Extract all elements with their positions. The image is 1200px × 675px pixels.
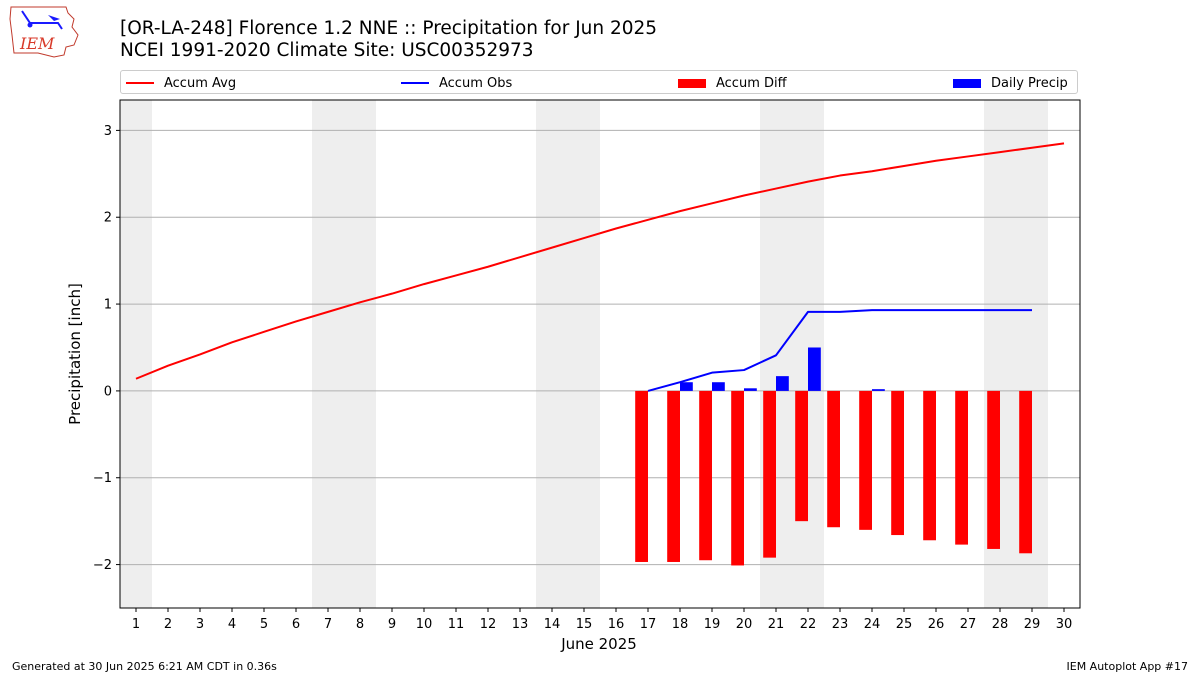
x-tick-label-8: 8 bbox=[356, 617, 364, 632]
bar-accum-diff-day-29 bbox=[1019, 390, 1032, 554]
footer-generated: Generated at 30 Jun 2025 6:21 AM CDT in … bbox=[12, 660, 277, 673]
x-tick-label-21: 21 bbox=[768, 617, 785, 632]
chart-title: [OR-LA-248] Florence 1.2 NNE :: Precipit… bbox=[120, 18, 658, 39]
footer-app: IEM Autoplot App #17 bbox=[1066, 660, 1189, 673]
bar-accum-diff-day-24 bbox=[859, 390, 872, 530]
y-tick-label-2: 2 bbox=[104, 211, 112, 226]
y-tick-label-3: 3 bbox=[104, 124, 112, 139]
x-tick-label-16: 16 bbox=[608, 617, 625, 632]
y-tick-label--1: −1 bbox=[93, 471, 112, 486]
x-tick-label-9: 9 bbox=[388, 617, 396, 632]
bar-accum-diff-day-28 bbox=[987, 390, 1000, 549]
bar-accum-diff-day-18 bbox=[667, 390, 680, 562]
bar-daily-precip-day-22 bbox=[808, 347, 821, 391]
bar-accum-diff-day-19 bbox=[699, 390, 712, 561]
x-tick-label-3: 3 bbox=[196, 617, 204, 632]
x-tick-label-27: 27 bbox=[960, 617, 977, 632]
x-tick-label-30: 30 bbox=[1056, 617, 1073, 632]
bar-accum-diff-day-27 bbox=[955, 390, 968, 545]
legend-label-accum-diff: Accum Diff bbox=[716, 75, 787, 91]
iem-logo: IEM bbox=[9, 6, 79, 58]
bar-accum-diff-day-26 bbox=[923, 390, 936, 541]
bar-daily-precip-day-24 bbox=[872, 389, 885, 391]
x-tick-label-6: 6 bbox=[292, 617, 300, 632]
x-tick-label-29: 29 bbox=[1024, 617, 1041, 632]
legend-swatch-accum-avg bbox=[126, 82, 154, 84]
legend: Accum Avg Accum Obs Accum Diff Daily Pre… bbox=[120, 70, 1078, 94]
x-tick-label-24: 24 bbox=[864, 617, 881, 632]
x-tick-label-23: 23 bbox=[832, 617, 849, 632]
legend-label-daily-precip: Daily Precip bbox=[991, 75, 1068, 91]
weekend-band-day-15 bbox=[568, 100, 600, 608]
line-accum-avg bbox=[135, 142, 1065, 380]
y-axis-label: Precipitation [inch] bbox=[66, 283, 84, 425]
x-tick-label-13: 13 bbox=[512, 617, 529, 632]
bar-accum-diff-day-22 bbox=[795, 390, 808, 522]
chart-subtitle: NCEI 1991-2020 Climate Site: USC00352973 bbox=[120, 40, 534, 61]
legend-swatch-daily-precip bbox=[953, 78, 981, 88]
legend-label-accum-obs: Accum Obs bbox=[439, 75, 513, 91]
x-tick-label-25: 25 bbox=[896, 617, 913, 632]
bar-daily-precip-day-19 bbox=[712, 382, 725, 391]
legend-item-accum-avg: Accum Avg bbox=[126, 74, 236, 92]
bar-accum-diff-day-21 bbox=[763, 390, 776, 558]
weekend-band-day-7 bbox=[312, 100, 344, 608]
legend-swatch-accum-obs bbox=[401, 82, 429, 84]
x-tick-label-18: 18 bbox=[672, 617, 689, 632]
weekend-band-day-1 bbox=[120, 100, 152, 608]
bar-accum-diff-day-17 bbox=[635, 390, 648, 562]
x-tick-label-19: 19 bbox=[704, 617, 721, 632]
y-tick-label-0: 0 bbox=[104, 384, 112, 399]
bar-accum-diff-day-20 bbox=[731, 390, 744, 566]
x-tick-label-12: 12 bbox=[480, 617, 497, 632]
legend-item-daily-precip: Daily Precip bbox=[953, 74, 1068, 92]
y-tick-label--2: −2 bbox=[93, 558, 112, 573]
y-tick-label-1: 1 bbox=[104, 298, 112, 313]
x-tick-label-11: 11 bbox=[448, 617, 465, 632]
legend-item-accum-diff: Accum Diff bbox=[678, 74, 787, 92]
legend-label-accum-avg: Accum Avg bbox=[164, 75, 237, 91]
x-tick-label-4: 4 bbox=[228, 617, 236, 632]
x-tick-label-17: 17 bbox=[640, 617, 657, 632]
line-accum-obs bbox=[647, 309, 1032, 392]
legend-swatch-accum-diff bbox=[678, 78, 706, 88]
x-tick-label-10: 10 bbox=[416, 617, 433, 632]
weekend-band-day-8 bbox=[344, 100, 376, 608]
bar-daily-precip-day-20 bbox=[744, 388, 757, 391]
bar-accum-diff-day-23 bbox=[827, 390, 840, 528]
x-tick-label-22: 22 bbox=[800, 617, 817, 632]
x-axis-label: June 2025 bbox=[560, 635, 637, 653]
bar-accum-diff-day-25 bbox=[891, 390, 904, 536]
x-tick-label-15: 15 bbox=[576, 617, 593, 632]
x-tick-label-5: 5 bbox=[260, 617, 268, 632]
x-tick-label-20: 20 bbox=[736, 617, 753, 632]
x-tick-label-28: 28 bbox=[992, 617, 1009, 632]
legend-item-accum-obs: Accum Obs bbox=[401, 74, 512, 92]
x-tick-label-7: 7 bbox=[324, 617, 332, 632]
x-tick-label-26: 26 bbox=[928, 617, 945, 632]
logo-text: IEM bbox=[19, 34, 55, 53]
x-tick-label-2: 2 bbox=[164, 617, 172, 632]
bar-daily-precip-day-18 bbox=[680, 382, 693, 391]
x-tick-label-14: 14 bbox=[544, 617, 561, 632]
plot-frame bbox=[119, 99, 1081, 609]
bar-daily-precip-day-21 bbox=[776, 376, 789, 391]
weekend-band-day-14 bbox=[536, 100, 568, 608]
x-tick-label-1: 1 bbox=[132, 617, 140, 632]
